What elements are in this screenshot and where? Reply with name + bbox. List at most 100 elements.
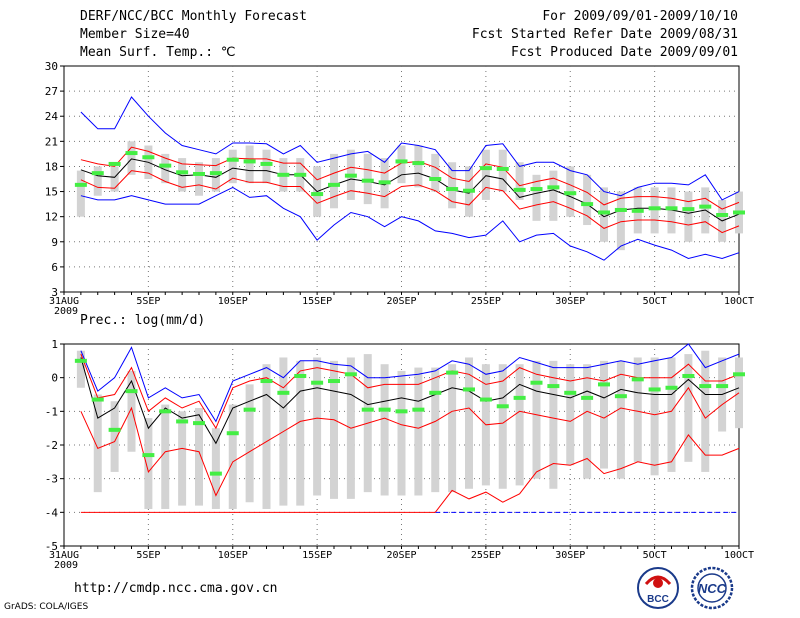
median-marker [193, 171, 205, 176]
median-marker [699, 204, 712, 209]
y-tick-label: -3 [45, 473, 58, 486]
ensemble-box [600, 187, 608, 242]
y-tick-label: -1 [45, 405, 58, 418]
ensemble-mean-line [80, 158, 740, 222]
median-marker [412, 407, 425, 412]
median-marker [125, 389, 138, 394]
ensemble-box [549, 360, 558, 489]
median-marker [74, 182, 87, 187]
ensemble-box [330, 153, 338, 209]
median-marker [581, 395, 594, 400]
median-marker [209, 171, 222, 176]
ensemble-box [481, 149, 490, 200]
ensemble-box [330, 360, 338, 499]
median-marker [294, 172, 307, 177]
x-tick-label: 10SEP [218, 296, 248, 307]
min-line [434, 434, 740, 513]
median-marker [108, 161, 121, 166]
median-marker [361, 407, 374, 412]
ensemble-box [667, 357, 676, 472]
ensemble-box [228, 404, 237, 509]
max-line [80, 96, 740, 201]
ensemble-box [178, 411, 187, 506]
x-tick-year-label: 2009 [54, 560, 78, 571]
median-marker [614, 394, 627, 399]
median-marker [395, 159, 408, 164]
median-marker [378, 407, 391, 412]
ensemble-box [532, 174, 541, 221]
median-marker [277, 172, 290, 177]
x-tick-label: 5SEP [136, 296, 160, 307]
median-marker [513, 187, 526, 192]
ensemble-box [549, 170, 558, 221]
x-tick-label: 30SEP [555, 296, 585, 307]
member-size: Member Size=40 [80, 27, 190, 42]
ensemble-box [701, 350, 710, 472]
y-tick-label: -4 [45, 506, 59, 519]
ensemble-box [515, 162, 524, 200]
ensemble-box [650, 357, 659, 476]
median-marker [260, 379, 273, 384]
ensemble-box [515, 364, 524, 486]
ensemble-box [650, 187, 659, 234]
median-marker [682, 373, 695, 378]
ensemble-box [600, 360, 608, 469]
median-marker [91, 397, 104, 402]
upper-spread-line [80, 353, 740, 430]
forecast-produced-date: Fcst Produced Date 2009/09/01 [511, 45, 738, 60]
median-marker [328, 182, 340, 187]
ensemble-box [245, 145, 254, 184]
median-marker [108, 427, 121, 432]
x-tick-label: 20SEP [386, 550, 416, 561]
header-right: For 2009/09/01-2009/10/10 Fcst Started Re… [472, 8, 738, 62]
ensemble-box [127, 370, 136, 452]
median-marker [648, 387, 661, 392]
ensemble-box [616, 360, 625, 479]
median-marker [530, 380, 543, 385]
ensemble-box [684, 354, 693, 462]
median-marker [209, 471, 222, 476]
median-marker [311, 192, 324, 197]
ensemble-box [583, 174, 592, 226]
x-tick-label: 15SEP [302, 550, 332, 561]
median-marker [733, 210, 745, 215]
ensemble-box [161, 404, 170, 509]
y-tick-label: 21 [45, 135, 58, 148]
ensemble-box [262, 149, 271, 184]
lower-spread-line [80, 170, 740, 234]
ensemble-box [93, 394, 102, 493]
variable-label: Mean Surf. Temp.: ℃ [80, 45, 236, 60]
median-marker [648, 206, 661, 211]
ensemble-box [532, 360, 541, 479]
median-marker [243, 159, 256, 164]
x-tick-label: 5OCT [643, 550, 667, 561]
median-marker [142, 155, 155, 160]
lower-spread-line [80, 386, 740, 497]
x-tick-label: 5OCT [643, 296, 667, 307]
x-tick-label: 15SEP [302, 296, 332, 307]
median-marker [614, 207, 627, 212]
median-marker [243, 407, 256, 412]
ensemble-box [414, 367, 423, 496]
ensemble-box [161, 153, 170, 184]
y-tick-label: 3 [51, 286, 58, 299]
median-marker [260, 161, 273, 166]
median-marker [598, 382, 610, 387]
median-marker [547, 384, 560, 389]
panel-title: Prec.: log(mm/d) [80, 313, 205, 328]
median-marker [665, 206, 678, 211]
median-marker [479, 166, 492, 171]
forecast-period: For 2009/09/01-2009/10/10 [542, 9, 738, 24]
y-tick-label: 15 [45, 186, 58, 199]
y-tick-label: 18 [45, 160, 58, 173]
median-marker [142, 453, 155, 458]
ensemble-mean-line [80, 357, 740, 445]
y-tick-label: -2 [45, 439, 58, 452]
ensemble-box [414, 145, 423, 188]
median-marker [378, 180, 391, 185]
y-tick-label: 6 [51, 261, 58, 274]
x-tick-label: 30SEP [555, 550, 585, 561]
ensemble-box [616, 191, 625, 251]
y-tick-label: 27 [45, 85, 58, 98]
source-url[interactable]: http://cmdp.ncc.cma.gov.cn [74, 581, 278, 596]
